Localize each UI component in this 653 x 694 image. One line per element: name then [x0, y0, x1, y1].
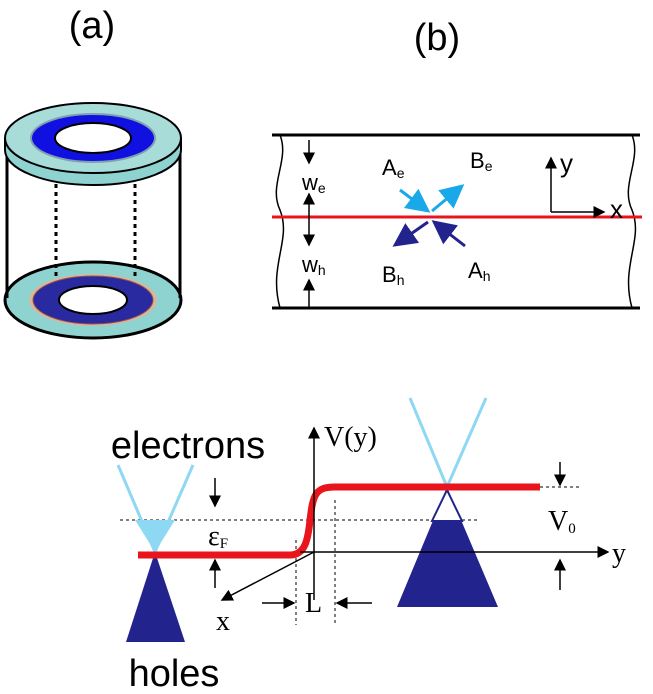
width-label: wh [301, 252, 326, 278]
amplitude-label: Bh [382, 262, 404, 288]
axis-label: y [612, 538, 626, 569]
band-label: holes [129, 653, 220, 694]
amplitude-label: Ah [468, 258, 490, 284]
axis-label: x [610, 194, 623, 224]
step-label: V0 [548, 506, 576, 537]
axis-label: y [560, 148, 573, 178]
width-label: L [305, 588, 322, 619]
axis-label: x [216, 606, 230, 637]
panel-label: (a) [69, 5, 115, 47]
fermi-label: εF [208, 521, 228, 552]
amplitude-label: Ae [382, 155, 405, 181]
cylinder [3, 102, 183, 340]
axis-label: V(y) [324, 422, 377, 453]
amplitude-label: Be [470, 148, 493, 174]
panel-label: (b) [414, 17, 460, 59]
channel [272, 133, 642, 310]
potential-diagram [116, 397, 610, 642]
band-label: electrons [111, 425, 265, 467]
width-label: we [301, 170, 326, 196]
